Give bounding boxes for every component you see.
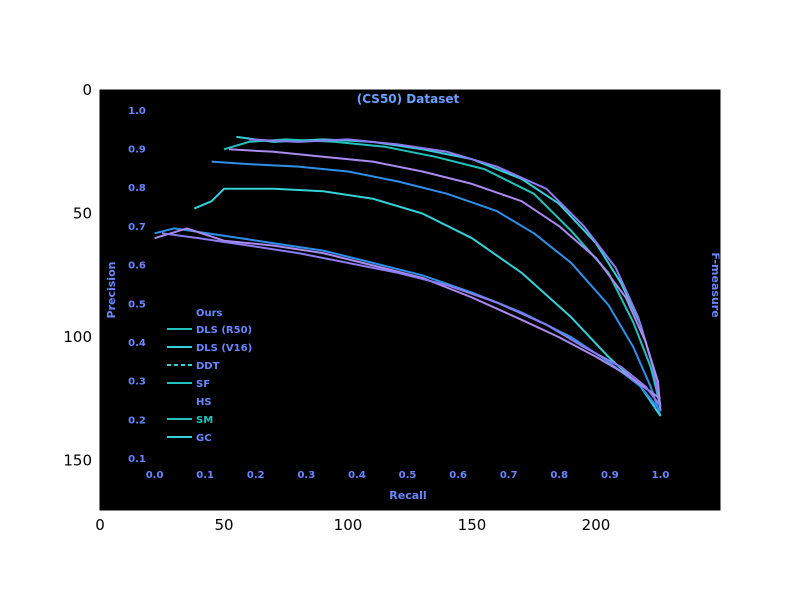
- embedded-y-ticks: 1.0 0.9 0.8 0.7 0.6 0.5 0.4 0.3 0.2 0.1: [128, 106, 146, 465]
- legend-entry: SF: [196, 379, 210, 390]
- embedded-x-tick-label: 0.5: [399, 470, 417, 481]
- series-line: [223, 138, 662, 407]
- embedded-x-tick-label: 0.2: [247, 470, 265, 481]
- legend-entry: SM: [196, 415, 213, 426]
- x-axis-ticks: 0 50 100 150 200: [95, 90, 610, 534]
- x-tick-label: 0: [95, 516, 105, 534]
- curves: [154, 135, 662, 417]
- embedded-x-ticks: 0.0 0.1 0.2 0.3 0.4 0.5 0.6 0.7 0.8 0.9 1.0: [146, 470, 670, 481]
- embedded-y-tick-label: 1.0: [128, 106, 146, 117]
- embedded-x-tick-label: 0.6: [449, 470, 467, 481]
- embedded-x-tick-label: 0.7: [500, 470, 518, 481]
- plot-area: [100, 90, 720, 510]
- y-tick-label: 50: [73, 205, 92, 223]
- y-tick-label: 100: [63, 328, 92, 346]
- embedded-y-tick-label: 0.8: [128, 183, 146, 194]
- x-tick-label: 50: [214, 516, 233, 534]
- embedded-y-tick-label: 0.6: [128, 261, 146, 272]
- embedded-x-tick-label: 1.0: [652, 470, 670, 481]
- embedded-y-tick-label: 0.5: [128, 299, 146, 310]
- axes-frame: [99, 89, 721, 511]
- y-tick-label: 150: [63, 452, 92, 470]
- embedded-y-tick-label: 0.9: [128, 144, 146, 155]
- embedded-y-tick-label: 0.2: [128, 415, 146, 426]
- legend-entry: GC: [196, 433, 212, 444]
- series-line: [154, 227, 662, 400]
- legend-title: Ours: [196, 308, 223, 319]
- legend-entry: DLS (V16): [196, 343, 252, 354]
- series-line: [154, 227, 662, 412]
- embedded-y-tick-label: 0.7: [128, 222, 146, 233]
- x-tick-label: 200: [582, 516, 611, 534]
- embedded-y-tick-label: 0.3: [128, 377, 146, 388]
- embedded-right-label: F-measure: [709, 252, 722, 317]
- embedded-x-tick-label: 0.1: [196, 470, 214, 481]
- embedded-xlabel: Recall: [389, 489, 426, 502]
- y-axis-ticks: 0 50 100 150: [63, 81, 720, 470]
- x-tick-label: 150: [458, 516, 487, 534]
- embedded-x-tick-label: 0.8: [550, 470, 568, 481]
- embedded-y-tick-label: 0.1: [128, 454, 146, 465]
- series-line: [193, 187, 662, 417]
- embedded-legend: Ours DLS (R50) DLS (V16) DDT SF HS SM GC: [167, 308, 252, 444]
- embedded-title: (CS50) Dataset: [357, 92, 460, 106]
- legend-entry: DLS (R50): [196, 325, 252, 336]
- embedded-x-tick-label: 0.0: [146, 470, 164, 481]
- legend-entry: HS: [196, 397, 212, 408]
- embedded-x-tick-label: 0.4: [348, 470, 366, 481]
- embedded-x-tick-label: 0.9: [601, 470, 619, 481]
- series-line: [228, 148, 662, 412]
- embedded-y-tick-label: 0.4: [128, 338, 146, 349]
- series-line: [248, 138, 662, 407]
- x-tick-label: 100: [334, 516, 363, 534]
- series-line: [161, 232, 662, 407]
- legend-entry: DDT: [196, 361, 220, 372]
- embedded-x-tick-label: 0.3: [297, 470, 315, 481]
- y-tick-label: 0: [82, 81, 92, 99]
- series-line: [211, 160, 662, 417]
- embedded-ylabel: Precision: [105, 262, 118, 319]
